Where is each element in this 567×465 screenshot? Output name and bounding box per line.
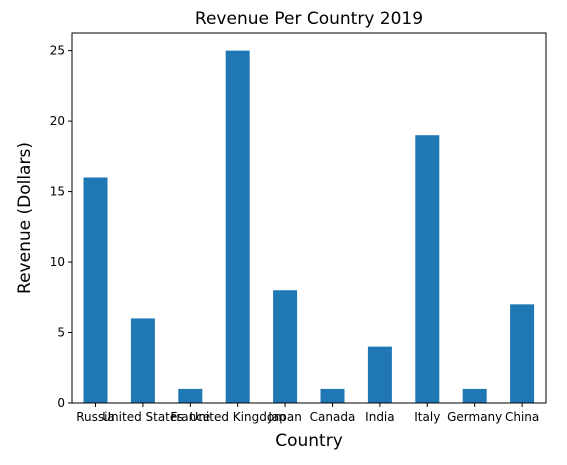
x-tick-label: Germany	[447, 410, 502, 424]
y-tick-label: 25	[50, 44, 65, 58]
x-tick-label: India	[365, 410, 394, 424]
y-tick-label: 0	[57, 396, 65, 410]
x-tick-label: United States	[102, 410, 183, 424]
bar-united-states	[130, 318, 155, 403]
x-tick-label: Italy	[414, 410, 440, 424]
bars-layer	[83, 50, 535, 403]
y-axis-ticks: 0 5 10 15 20 25	[50, 44, 72, 410]
bar-canada	[320, 388, 345, 403]
y-axis-title: Revenue (Dollars)	[15, 142, 35, 294]
plot-frame	[71, 32, 547, 404]
x-tick-label: Canada	[310, 410, 356, 424]
bar-france	[178, 388, 203, 403]
y-tick-label: 10	[50, 255, 65, 269]
y-tick-label: 15	[50, 185, 65, 199]
x-tick-label: United Kingdom	[190, 410, 286, 424]
bar-india	[367, 346, 392, 403]
bar-china	[510, 304, 535, 403]
bar-japan	[273, 290, 298, 403]
x-axis-title: Country	[275, 431, 343, 451]
x-tick-label: Japan	[267, 410, 301, 424]
y-tick-label: 5	[57, 326, 65, 340]
x-tick-label: China	[505, 410, 539, 424]
bar-russia	[83, 177, 108, 403]
bar-germany	[462, 388, 487, 403]
chart-title: Revenue Per Country 2019	[195, 9, 423, 29]
x-tick-label: France	[170, 410, 210, 424]
bar-united-kingdom	[225, 50, 250, 403]
bar-italy	[415, 135, 440, 403]
x-tick-label: Russia	[76, 410, 115, 424]
y-tick-label: 20	[50, 114, 65, 128]
